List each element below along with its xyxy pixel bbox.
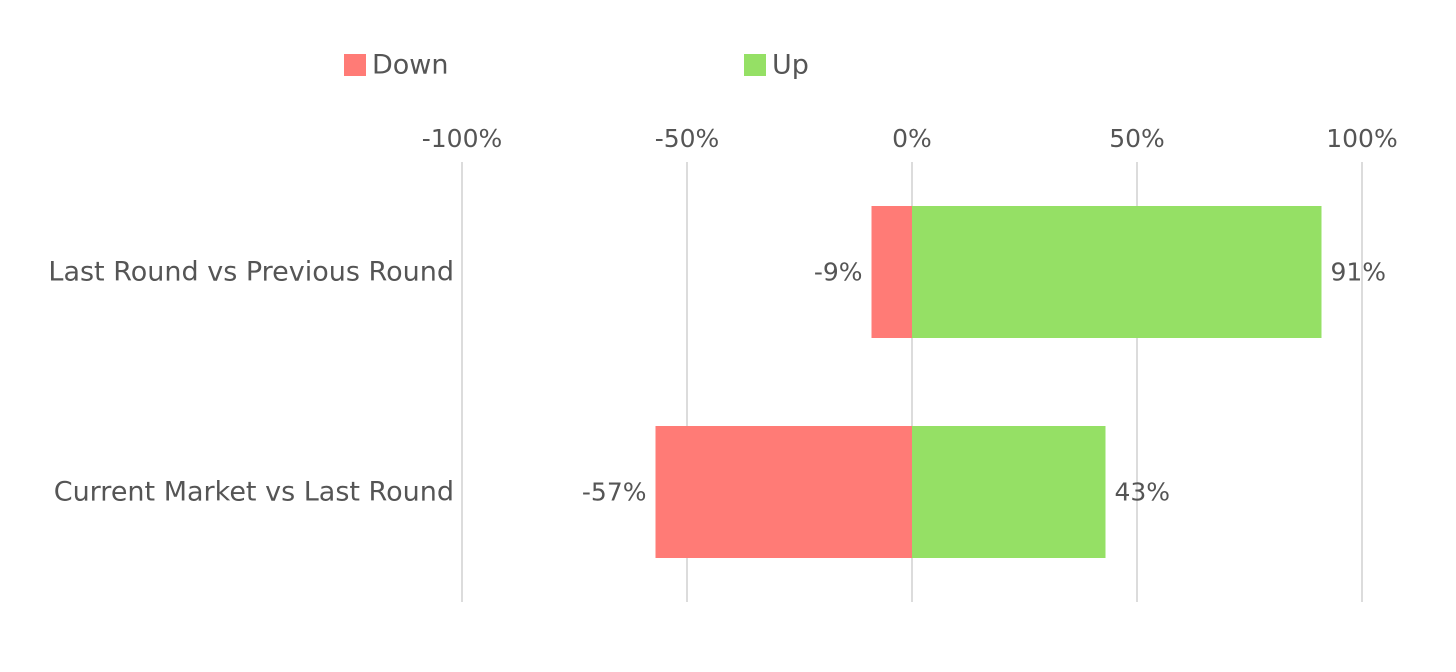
legend-swatch-down [344,54,366,76]
bar-down [655,426,912,558]
data-label: 91% [1331,258,1387,287]
legend-label-down: Down [372,50,449,81]
x-tick-label: 50% [1109,124,1165,153]
bars [655,206,1322,558]
data-label: 43% [1115,478,1171,507]
legend-label-up: Up [772,50,809,81]
category-label: Last Round vs Previous Round [48,257,454,288]
x-axis-ticks: -100% -50% 0% 50% 100% [422,124,1398,153]
x-tick-label: -100% [422,124,503,153]
legend: Down Up [344,50,809,81]
data-label: -9% [814,258,863,287]
x-tick-label: -50% [655,124,720,153]
bar-up [912,206,1322,338]
legend-swatch-up [744,54,766,76]
data-label: -57% [582,478,647,507]
labels: Last Round vs Previous Round -9% 91% Curren… [48,257,1386,508]
category-label: Current Market vs Last Round [54,477,454,508]
bar-down [871,206,912,338]
bar-up [912,426,1106,558]
x-tick-label: 100% [1326,124,1397,153]
x-tick-label: 0% [892,124,932,153]
